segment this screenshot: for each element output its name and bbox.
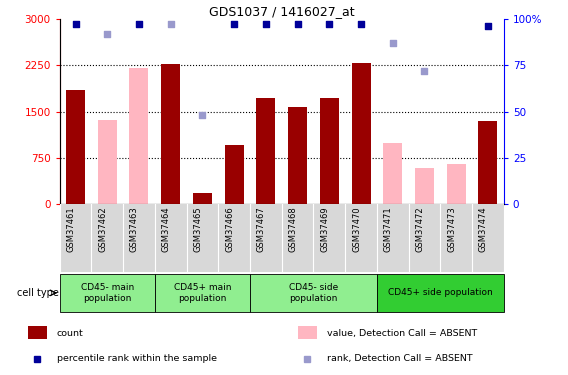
Point — [261, 21, 270, 27]
Point — [420, 68, 429, 74]
Point — [483, 23, 492, 29]
Bar — [66, 90, 85, 204]
Point — [103, 31, 112, 37]
Text: count: count — [57, 328, 83, 338]
Bar — [352, 63, 370, 204]
Text: GSM37474: GSM37474 — [479, 206, 488, 252]
Bar — [224, 145, 244, 204]
Bar — [193, 193, 212, 204]
Text: GSM37470: GSM37470 — [352, 206, 361, 252]
Point — [135, 21, 144, 27]
Text: CD45+ side population: CD45+ side population — [388, 288, 492, 297]
Bar — [320, 98, 339, 204]
Text: CD45- main
population: CD45- main population — [81, 283, 134, 303]
Bar — [98, 120, 117, 204]
Bar — [383, 143, 402, 204]
Text: rank, Detection Call = ABSENT: rank, Detection Call = ABSENT — [327, 354, 473, 363]
Text: percentile rank within the sample: percentile rank within the sample — [57, 354, 217, 363]
Bar — [161, 64, 180, 204]
Point — [166, 21, 176, 27]
Title: GDS1037 / 1416027_at: GDS1037 / 1416027_at — [209, 4, 354, 18]
Bar — [256, 98, 275, 204]
Bar — [60, 274, 155, 312]
Bar — [298, 326, 318, 339]
Bar — [28, 326, 47, 339]
Text: GSM37465: GSM37465 — [194, 206, 202, 252]
Text: GSM37467: GSM37467 — [257, 206, 266, 252]
Text: GSM37468: GSM37468 — [289, 206, 298, 252]
Bar — [415, 168, 434, 204]
Bar — [250, 274, 377, 312]
Bar — [446, 164, 466, 204]
Text: GSM37464: GSM37464 — [162, 206, 171, 252]
Text: GSM37472: GSM37472 — [416, 206, 424, 252]
Bar — [288, 106, 307, 204]
Text: value, Detection Call = ABSENT: value, Detection Call = ABSENT — [327, 328, 477, 338]
Point — [357, 21, 366, 27]
Point — [325, 21, 334, 27]
Point — [198, 112, 207, 118]
Text: GSM37473: GSM37473 — [447, 206, 456, 252]
Bar — [130, 68, 148, 204]
Text: cell type: cell type — [17, 288, 59, 298]
Text: GSM37469: GSM37469 — [320, 206, 329, 252]
Text: GSM37466: GSM37466 — [225, 206, 234, 252]
Bar — [478, 121, 498, 204]
Bar — [377, 274, 504, 312]
Point — [71, 21, 80, 27]
Text: GSM37461: GSM37461 — [66, 206, 76, 252]
Text: GSM37462: GSM37462 — [98, 206, 107, 252]
Point — [293, 21, 302, 27]
Text: CD45- side
population: CD45- side population — [289, 283, 338, 303]
Text: GSM37471: GSM37471 — [384, 206, 393, 252]
Point — [389, 40, 398, 46]
Text: CD45+ main
population: CD45+ main population — [174, 283, 231, 303]
Bar — [155, 274, 250, 312]
Point — [229, 21, 239, 27]
Text: GSM37463: GSM37463 — [130, 206, 139, 252]
